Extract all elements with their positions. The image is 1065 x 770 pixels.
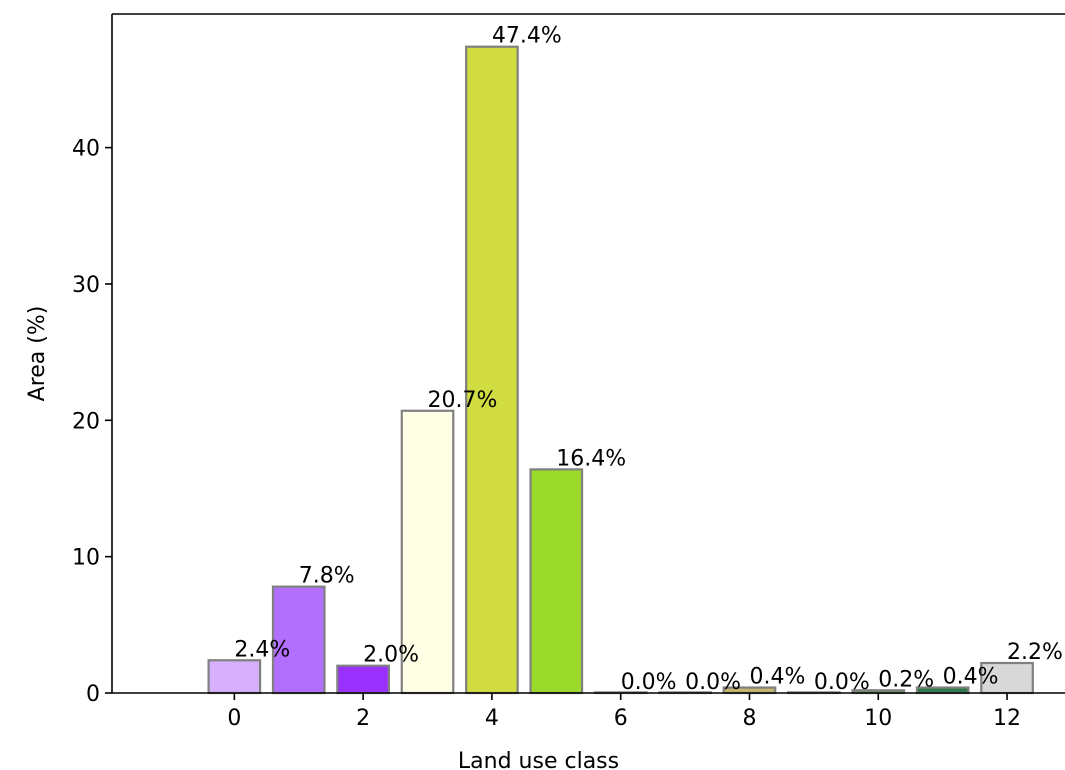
data-label-class-0: 2.4% — [234, 637, 290, 662]
bar-class-2 — [336, 664, 390, 695]
x-tick-label-6: 6 — [614, 706, 628, 731]
axes-group — [111, 13, 1065, 694]
data-label-class-11: 0.4% — [943, 665, 999, 690]
data-label-class-7: 0.0% — [685, 670, 741, 695]
y-tick-label-10: 10 — [72, 546, 100, 571]
bar-class-0 — [207, 659, 262, 695]
x-tick-label-0: 0 — [227, 706, 241, 731]
bars-group — [207, 45, 1034, 695]
y-tick-label-30: 30 — [72, 273, 100, 298]
data-label-class-3: 20.7% — [428, 388, 498, 413]
x-tick-label-2: 2 — [356, 706, 370, 731]
x-ticks-group: 0 2 4 6 8 10 12 — [227, 693, 1021, 731]
data-label-class-9: 0.0% — [814, 670, 870, 695]
x-tick-label-4: 4 — [485, 706, 499, 731]
y-tick-label-20: 20 — [72, 409, 100, 434]
bar-class-3 — [400, 409, 455, 695]
x-axis-label: Land use class — [458, 749, 619, 770]
x-tick-label-12: 12 — [993, 706, 1021, 731]
data-labels-group: 2.4% 7.8% 2.0% 20.7% 47.4% 16.4% 0.0% 0.0% 0.4% 0… — [234, 24, 1063, 695]
y-axis-label: Area (%) — [25, 306, 50, 402]
data-label-class-12: 2.2% — [1007, 640, 1063, 665]
y-tick-label-40: 40 — [72, 137, 100, 162]
x-tick-label-8: 8 — [742, 706, 756, 731]
x-tick-label-10: 10 — [864, 706, 892, 731]
data-label-class-1: 7.8% — [299, 564, 355, 589]
bar-class-5 — [529, 468, 584, 695]
data-label-class-4: 47.4% — [492, 24, 562, 49]
bar-class-4 — [465, 45, 519, 695]
data-label-class-8: 0.4% — [749, 665, 805, 690]
data-label-class-5: 16.4% — [556, 446, 626, 471]
y-tick-label-0: 0 — [86, 682, 100, 707]
data-label-class-10: 0.2% — [878, 667, 934, 692]
data-label-class-6: 0.0% — [621, 670, 677, 695]
data-label-class-2: 2.0% — [363, 643, 419, 668]
y-ticks-group: 0 10 20 30 40 — [72, 137, 112, 707]
bar-class-1 — [271, 585, 326, 695]
